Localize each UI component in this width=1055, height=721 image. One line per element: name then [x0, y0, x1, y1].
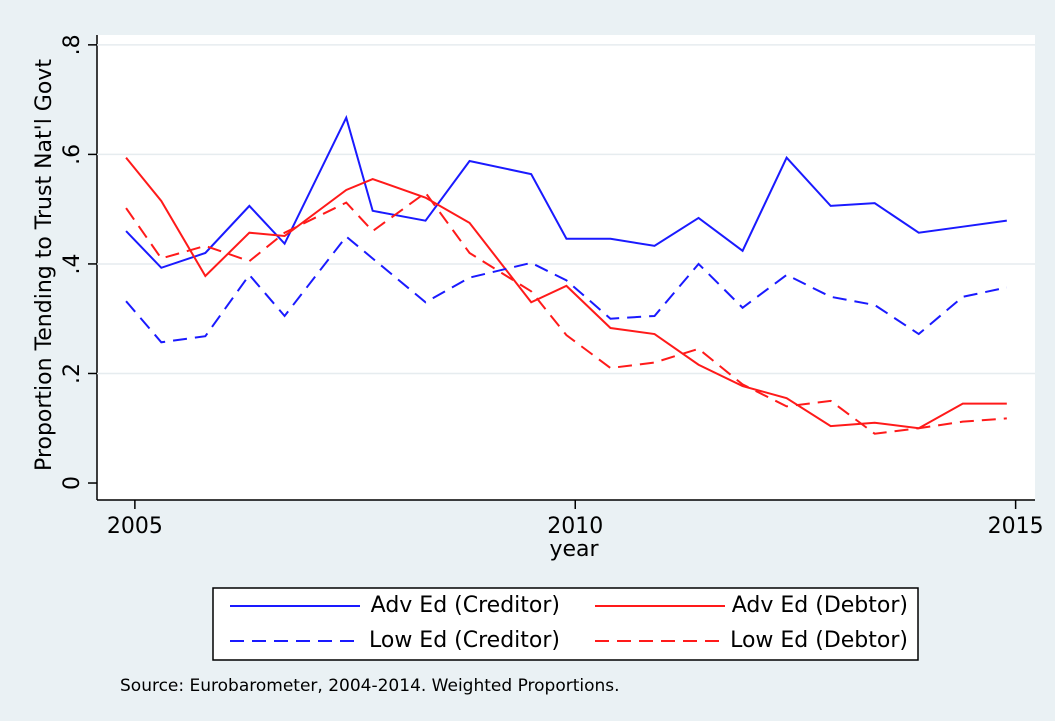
y-axis-title: Proportion Tending to Trust Nat'l Govt — [32, 59, 57, 471]
legend-label: Adv Ed (Creditor) — [371, 593, 560, 618]
series-line — [125, 114, 1007, 269]
y-tick-label: .4 — [60, 253, 85, 274]
y-tick-label: 0 — [60, 476, 85, 490]
x-tick-label: 2010 — [547, 514, 603, 539]
series-line — [125, 235, 1008, 344]
x-axis-title: year — [549, 537, 599, 562]
x-tick-label: 2015 — [988, 514, 1044, 539]
legend-label: Low Ed (Debtor) — [730, 628, 908, 653]
y-tick-label: .8 — [60, 34, 85, 55]
y-tick-label: .6 — [60, 144, 85, 165]
legend-label: Low Ed (Creditor) — [369, 628, 560, 653]
plot-area — [97, 35, 1035, 500]
y-tick-label: .2 — [60, 363, 85, 384]
x-tick-label: 2005 — [107, 514, 163, 539]
series-line — [125, 191, 1007, 435]
legend — [212, 587, 919, 661]
legend-label: Adv Ed (Debtor) — [732, 593, 908, 618]
note: Source: Eurobarometer, 2004-2014. Weight… — [120, 676, 620, 696]
